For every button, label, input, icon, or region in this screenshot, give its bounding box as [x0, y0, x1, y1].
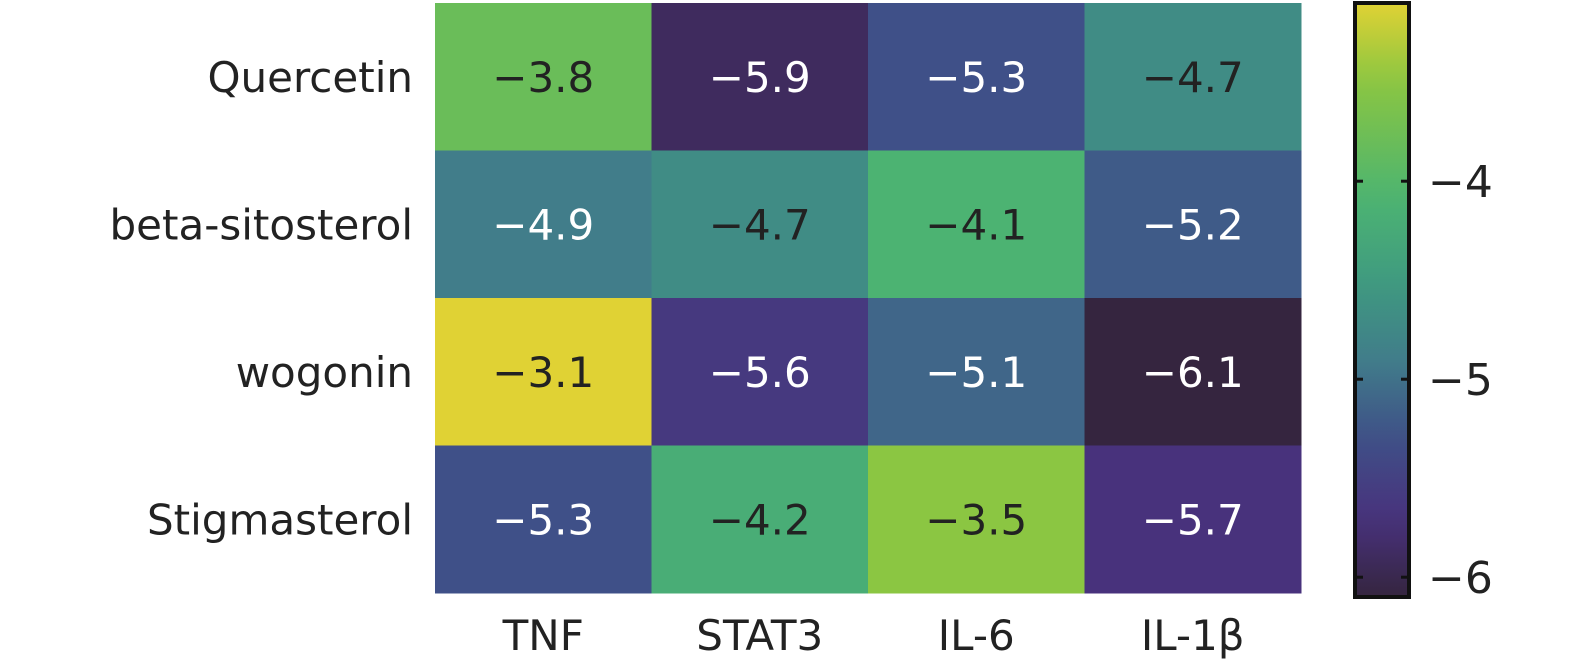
heatmap-cell	[651, 3, 869, 151]
heatmap-cell	[868, 3, 1085, 151]
cell-value-label: −3.8	[492, 53, 594, 102]
row-labels: Quercetin beta-sitosterol wogonin Stigmaste…	[110, 53, 413, 545]
heatmap-cell	[868, 445, 1085, 594]
cell-value-label: −5.3	[925, 53, 1027, 102]
heatmap-cell	[1084, 445, 1302, 594]
column-label: IL-1β	[1141, 611, 1245, 660]
cell-value-label: −4.7	[709, 200, 811, 249]
cell-value-label: −5.7	[1142, 495, 1244, 544]
colorbar-tick-label: −6	[1428, 553, 1493, 604]
heatmap-cell	[868, 298, 1085, 446]
heatmap-cells: −3.8 −5.9 −5.3 −4.7 −4.9 −4.7 −4.1 −5.2 −3.1 −5.6…	[435, 3, 1302, 594]
cell-value-label: −3.1	[492, 348, 594, 397]
heatmap-cell	[868, 150, 1085, 299]
cell-value-label: −4.1	[925, 200, 1027, 249]
column-label: STAT3	[696, 611, 823, 660]
row-label: Quercetin	[207, 53, 413, 102]
cell-value-label: −3.5	[925, 495, 1027, 544]
heatmap-cell	[1084, 150, 1302, 299]
heatmap-cell	[651, 150, 869, 299]
heatmap-cell	[1084, 3, 1302, 151]
cell-value-label: −4.9	[492, 200, 594, 249]
colorbar-tick-label: −4	[1428, 157, 1493, 208]
colorbar-tick-label: −5	[1428, 355, 1493, 406]
cell-value-label: −5.2	[1142, 200, 1244, 249]
row-label: beta-sitosterol	[110, 200, 413, 249]
cell-value-label: −6.1	[1142, 348, 1244, 397]
cell-value-label: −5.6	[709, 348, 811, 397]
column-label: IL-6	[938, 611, 1015, 660]
heatmap-cell	[435, 3, 652, 151]
heatmap-cell	[435, 445, 652, 594]
cell-value-label: −4.7	[1142, 53, 1244, 102]
row-label: wogonin	[236, 348, 413, 397]
cell-value-label: −5.9	[709, 53, 811, 102]
colorbar-gradient	[1353, 1, 1411, 599]
row-label: Stigmasterol	[147, 495, 413, 544]
heatmap-cell	[435, 150, 652, 299]
column-label: TNF	[502, 611, 584, 660]
cell-value-label: −4.2	[709, 495, 811, 544]
heatmap-cell	[435, 298, 652, 446]
heatmap-cell	[1084, 298, 1302, 446]
colorbar: −4 −5 −6	[1353, 1, 1493, 604]
column-labels: TNF STAT3 IL-6 IL-1β	[502, 611, 1245, 660]
heatmap-cell	[651, 445, 869, 594]
cell-value-label: −5.1	[925, 348, 1027, 397]
heatmap-cell	[651, 298, 869, 446]
cell-value-label: −5.3	[492, 495, 594, 544]
